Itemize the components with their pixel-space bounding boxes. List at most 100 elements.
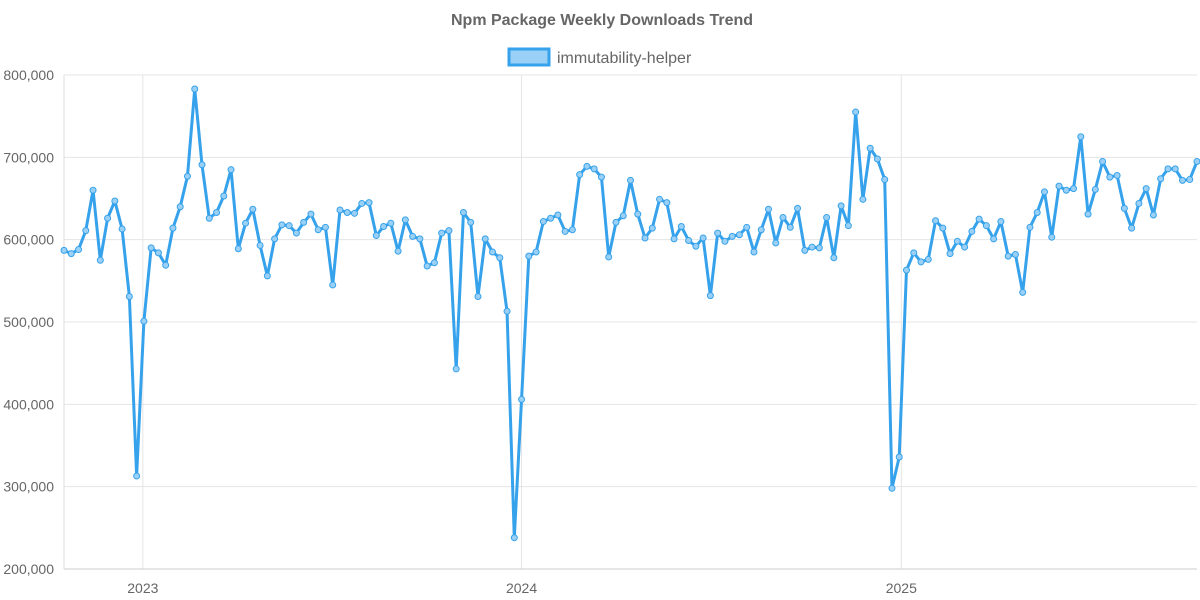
data-point[interactable] bbox=[910, 249, 918, 257]
data-point[interactable] bbox=[706, 292, 714, 300]
data-point[interactable] bbox=[786, 223, 794, 231]
data-point[interactable] bbox=[990, 235, 998, 243]
data-point[interactable] bbox=[721, 237, 729, 245]
data-point[interactable] bbox=[583, 162, 591, 170]
data-point[interactable] bbox=[982, 222, 990, 230]
data-point[interactable] bbox=[336, 206, 344, 214]
data-point[interactable] bbox=[474, 292, 482, 300]
data-point[interactable] bbox=[1026, 223, 1034, 231]
data-point[interactable] bbox=[859, 195, 867, 203]
data-point[interactable] bbox=[634, 210, 642, 218]
data-point[interactable] bbox=[873, 155, 881, 163]
data-point[interactable] bbox=[401, 216, 409, 224]
data-point[interactable] bbox=[496, 254, 504, 262]
data-point[interactable] bbox=[685, 236, 693, 244]
data-point[interactable] bbox=[198, 161, 206, 169]
data-point[interactable] bbox=[605, 253, 613, 261]
data-point[interactable] bbox=[1033, 209, 1041, 216]
data-point[interactable] bbox=[808, 243, 816, 251]
data-point[interactable] bbox=[975, 215, 983, 223]
data-point[interactable] bbox=[815, 244, 823, 252]
data-point[interactable] bbox=[902, 266, 910, 274]
data-point[interactable] bbox=[452, 365, 460, 373]
data-point[interactable] bbox=[96, 256, 104, 264]
data-point[interactable] bbox=[1048, 233, 1056, 241]
data-point[interactable] bbox=[140, 317, 148, 325]
data-point[interactable] bbox=[380, 222, 388, 230]
data-point[interactable] bbox=[162, 261, 170, 269]
data-point[interactable] bbox=[125, 292, 133, 300]
data-point[interactable] bbox=[1149, 211, 1157, 219]
data-point[interactable] bbox=[1040, 188, 1048, 196]
data-point[interactable] bbox=[1062, 186, 1070, 194]
data-point[interactable] bbox=[285, 222, 293, 230]
data-point[interactable] bbox=[1178, 176, 1186, 184]
data-point[interactable] bbox=[1171, 165, 1179, 173]
data-point[interactable] bbox=[314, 226, 322, 234]
data-point[interactable] bbox=[917, 258, 925, 266]
data-point[interactable] bbox=[794, 204, 802, 212]
data-point[interactable] bbox=[351, 209, 359, 217]
data-point[interactable] bbox=[169, 224, 177, 232]
data-point[interactable] bbox=[278, 221, 286, 229]
data-point[interactable] bbox=[89, 186, 97, 194]
data-point[interactable] bbox=[183, 172, 191, 180]
data-point[interactable] bbox=[670, 235, 678, 243]
data-point[interactable] bbox=[154, 249, 162, 257]
data-point[interactable] bbox=[663, 199, 671, 207]
data-point[interactable] bbox=[343, 209, 351, 216]
data-point[interactable] bbox=[459, 209, 467, 216]
data-point[interactable] bbox=[104, 214, 112, 222]
data-point[interactable] bbox=[1077, 133, 1085, 141]
data-point[interactable] bbox=[365, 199, 373, 207]
data-point[interactable] bbox=[372, 232, 380, 240]
data-point[interactable] bbox=[539, 218, 547, 226]
data-point[interactable] bbox=[191, 85, 199, 93]
data-point[interactable] bbox=[75, 246, 83, 254]
legend[interactable]: immutability-helper bbox=[507, 47, 692, 67]
data-point[interactable] bbox=[409, 232, 417, 240]
data-point[interactable] bbox=[735, 231, 743, 239]
data-point[interactable] bbox=[881, 176, 889, 184]
data-point[interactable] bbox=[1164, 165, 1172, 173]
data-point[interactable] bbox=[547, 214, 555, 222]
data-point[interactable] bbox=[866, 144, 874, 152]
data-point[interactable] bbox=[358, 199, 366, 207]
data-point[interactable] bbox=[532, 248, 540, 256]
data-point[interactable] bbox=[1011, 250, 1019, 258]
data-point[interactable] bbox=[1120, 204, 1128, 212]
data-point[interactable] bbox=[1157, 175, 1165, 183]
data-point[interactable] bbox=[1055, 182, 1063, 190]
data-point[interactable] bbox=[489, 248, 497, 256]
data-point[interactable] bbox=[263, 272, 271, 280]
data-point[interactable] bbox=[677, 222, 685, 230]
data-point[interactable] bbox=[699, 234, 707, 242]
data-point[interactable] bbox=[1019, 288, 1027, 296]
data-point[interactable] bbox=[743, 223, 751, 231]
data-point[interactable] bbox=[1128, 224, 1136, 232]
data-point[interactable] bbox=[641, 234, 649, 242]
data-point[interactable] bbox=[249, 205, 257, 213]
data-point[interactable] bbox=[213, 209, 221, 216]
data-point[interactable] bbox=[438, 229, 446, 237]
data-point[interactable] bbox=[445, 227, 453, 235]
data-point[interactable] bbox=[648, 224, 656, 232]
data-point[interactable] bbox=[481, 235, 489, 243]
data-point[interactable] bbox=[416, 235, 424, 243]
data-point[interactable] bbox=[932, 217, 940, 225]
data-point[interactable] bbox=[1142, 185, 1150, 193]
data-point[interactable] bbox=[1091, 185, 1099, 193]
data-point[interactable] bbox=[830, 254, 838, 262]
data-point[interactable] bbox=[387, 219, 395, 227]
data-point[interactable] bbox=[1070, 185, 1078, 193]
data-point[interactable] bbox=[656, 195, 664, 203]
data-point[interactable] bbox=[946, 250, 954, 258]
data-point[interactable] bbox=[1004, 252, 1012, 260]
data-point[interactable] bbox=[307, 210, 315, 218]
data-point[interactable] bbox=[576, 171, 584, 179]
data-point[interactable] bbox=[757, 226, 765, 234]
data-point[interactable] bbox=[118, 225, 126, 233]
data-point[interactable] bbox=[423, 262, 431, 270]
data-point[interactable] bbox=[82, 227, 90, 235]
data-point[interactable] bbox=[568, 226, 576, 234]
